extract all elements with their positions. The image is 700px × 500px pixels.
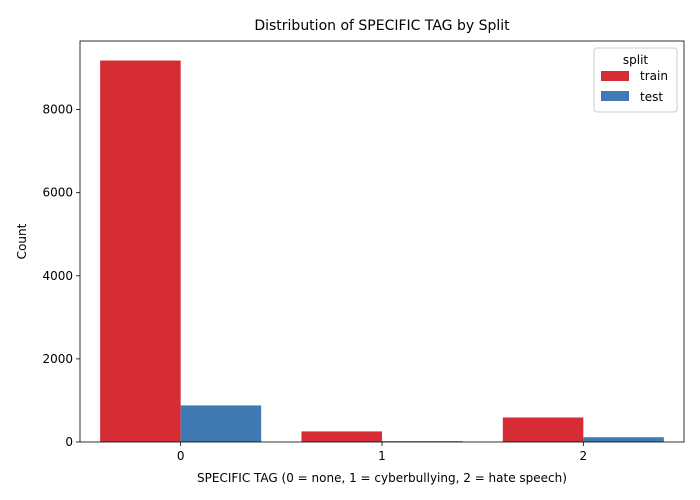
legend-label-train: train — [640, 69, 668, 83]
x-tick-label: 1 — [378, 449, 386, 463]
y-tick-label: 6000 — [42, 186, 73, 200]
y-tick-label: 2000 — [42, 352, 73, 366]
y-tick-label: 8000 — [42, 103, 73, 117]
x-tick-label: 0 — [177, 449, 185, 463]
bar-train-1 — [301, 431, 382, 442]
bar-test-1 — [382, 441, 463, 442]
y-axis-label: Count — [15, 223, 29, 259]
x-axis: 0 1 2 — [177, 442, 587, 463]
bar-train-2 — [502, 417, 584, 442]
y-axis: 0 2000 4000 6000 8000 — [42, 103, 80, 449]
legend-title: split — [623, 53, 649, 67]
x-tick-label: 2 — [580, 449, 588, 463]
chart-title: Distribution of SPECIFIC TAG by Split — [254, 18, 510, 34]
plot-frame — [79, 40, 685, 443]
legend-swatch-test — [601, 91, 629, 101]
legend: split train test — [593, 47, 678, 113]
y-tick-label: 0 — [65, 435, 73, 449]
bar-test-0 — [180, 405, 262, 442]
x-axis-label: SPECIFIC TAG (0 = none, 1 = cyberbullyin… — [197, 471, 567, 485]
legend-swatch-train — [601, 71, 629, 81]
bar-test-2 — [583, 437, 664, 442]
bar-train-0 — [100, 60, 181, 442]
bars-group — [100, 60, 664, 442]
legend-label-test: test — [640, 90, 663, 104]
y-tick-label: 4000 — [42, 269, 73, 283]
